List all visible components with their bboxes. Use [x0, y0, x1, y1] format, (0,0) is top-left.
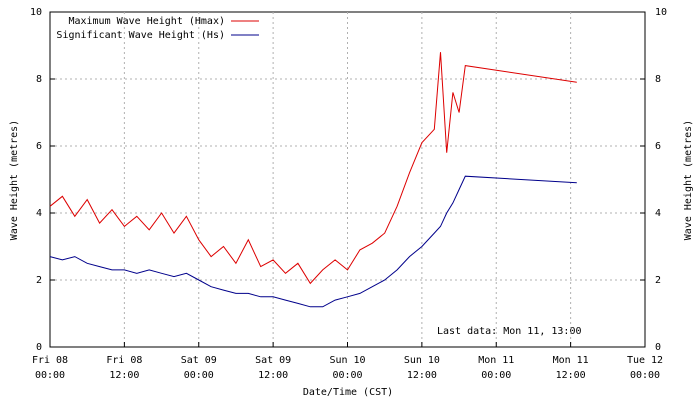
x-tick-label: 00:00	[184, 370, 214, 381]
x-tick-label: Mon 11	[478, 355, 514, 366]
x-tick-label: 00:00	[332, 370, 362, 381]
x-tick-label: 12:00	[258, 370, 288, 381]
x-tick-label: Fri 08	[106, 355, 142, 366]
y-tick-label: 10	[30, 7, 42, 18]
y-axis-label: Wave Height (metres)	[9, 120, 20, 240]
x-tick-label: 00:00	[35, 370, 65, 381]
y2-axis-label: Wave Height (metres)	[683, 120, 694, 240]
x-tick-label: Sat 09	[255, 355, 291, 366]
y-tick-label: 0	[36, 342, 42, 353]
x-tick-label: Tue 12	[627, 355, 663, 366]
x-tick-label: 00:00	[630, 370, 660, 381]
x-axis-label: Date/Time (CST)	[303, 387, 393, 398]
series-line	[49, 175, 577, 308]
y-tick-label: 6	[36, 141, 42, 152]
x-tick-label: 12:00	[407, 370, 437, 381]
x-tick-label: Fri 08	[32, 355, 68, 366]
annotation: Last data: Mon 11, 13:00	[437, 326, 582, 337]
x-tick-label: 00:00	[481, 370, 511, 381]
legend-label: Significant Wave Height (Hs)	[56, 30, 225, 41]
y-tick-label: 2	[36, 275, 42, 286]
y-tick-label: 8	[36, 74, 42, 85]
x-tick-label: 12:00	[556, 370, 586, 381]
x-tick-label: Mon 11	[553, 355, 589, 366]
x-tick-label: Sun 10	[404, 355, 440, 366]
x-tick-label: 12:00	[109, 370, 139, 381]
y2-tick-label: 6	[655, 141, 661, 152]
series-line	[49, 52, 577, 285]
y2-tick-label: 10	[655, 7, 667, 18]
legend-label: Maximum Wave Height (Hmax)	[68, 16, 225, 27]
x-tick-label: Sat 09	[181, 355, 217, 366]
y2-tick-label: 4	[655, 208, 661, 219]
x-tick-label: Sun 10	[329, 355, 365, 366]
y2-tick-label: 2	[655, 275, 661, 286]
y-tick-label: 4	[36, 208, 42, 219]
y2-tick-label: 8	[655, 74, 661, 85]
y2-tick-label: 0	[655, 342, 661, 353]
